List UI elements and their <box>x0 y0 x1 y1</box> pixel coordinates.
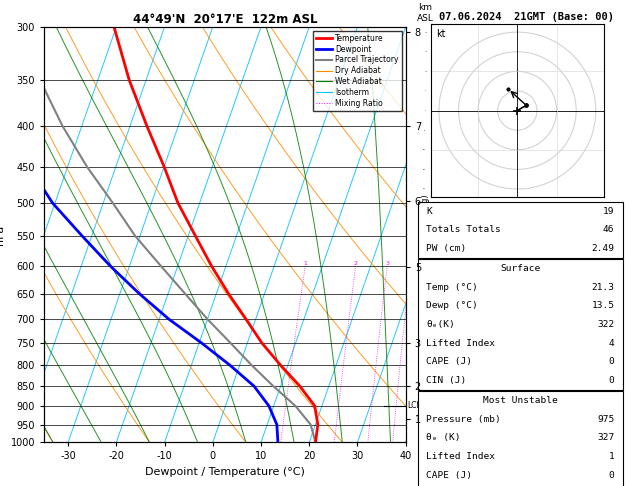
Text: 1: 1 <box>609 452 615 461</box>
Text: kt: kt <box>437 30 446 39</box>
Text: 1: 1 <box>303 261 307 266</box>
Bar <box>418 202 623 258</box>
Y-axis label: hPa: hPa <box>0 225 5 244</box>
Text: 13.5: 13.5 <box>591 301 615 310</box>
Text: Dewp (°C): Dewp (°C) <box>426 301 478 310</box>
Bar <box>418 259 623 390</box>
Text: 21.3: 21.3 <box>591 282 615 292</box>
Text: km
ASL: km ASL <box>417 3 434 22</box>
Text: PW (cm): PW (cm) <box>426 244 467 253</box>
Text: CAPE (J): CAPE (J) <box>426 470 472 480</box>
X-axis label: Dewpoint / Temperature (°C): Dewpoint / Temperature (°C) <box>145 467 305 477</box>
Text: 0: 0 <box>609 376 615 385</box>
Text: LCL: LCL <box>408 401 421 410</box>
Text: Lifted Index: Lifted Index <box>426 339 496 347</box>
Text: Totals Totals: Totals Totals <box>426 225 501 234</box>
Text: CIN (J): CIN (J) <box>426 376 467 385</box>
Text: 322: 322 <box>598 320 615 329</box>
Text: Surface: Surface <box>501 264 540 273</box>
Text: CAPE (J): CAPE (J) <box>426 357 472 366</box>
Text: 4: 4 <box>609 339 615 347</box>
Text: Lifted Index: Lifted Index <box>426 452 496 461</box>
Text: 46: 46 <box>603 225 615 234</box>
Text: 2.49: 2.49 <box>591 244 615 253</box>
Bar <box>418 391 623 486</box>
Text: θₑ(K): θₑ(K) <box>426 320 455 329</box>
Text: Temp (°C): Temp (°C) <box>426 282 478 292</box>
Text: 0: 0 <box>609 470 615 480</box>
Text: K: K <box>426 207 432 215</box>
Text: Most Unstable: Most Unstable <box>483 396 558 405</box>
Text: 327: 327 <box>598 434 615 442</box>
Legend: Temperature, Dewpoint, Parcel Trajectory, Dry Adiabat, Wet Adiabat, Isotherm, Mi: Temperature, Dewpoint, Parcel Trajectory… <box>313 31 402 111</box>
Text: θₑ (K): θₑ (K) <box>426 434 461 442</box>
Text: Pressure (mb): Pressure (mb) <box>426 415 501 424</box>
Text: 19: 19 <box>603 207 615 215</box>
Text: 0: 0 <box>609 357 615 366</box>
Text: 975: 975 <box>598 415 615 424</box>
Text: Mixing Ratio (g/kg): Mixing Ratio (g/kg) <box>421 195 430 274</box>
Title: 44°49'N  20°17'E  122m ASL: 44°49'N 20°17'E 122m ASL <box>133 13 317 26</box>
Text: 07.06.2024  21GMT (Base: 00): 07.06.2024 21GMT (Base: 00) <box>439 12 615 22</box>
Text: 3: 3 <box>385 261 389 266</box>
Text: 2: 2 <box>353 261 358 266</box>
